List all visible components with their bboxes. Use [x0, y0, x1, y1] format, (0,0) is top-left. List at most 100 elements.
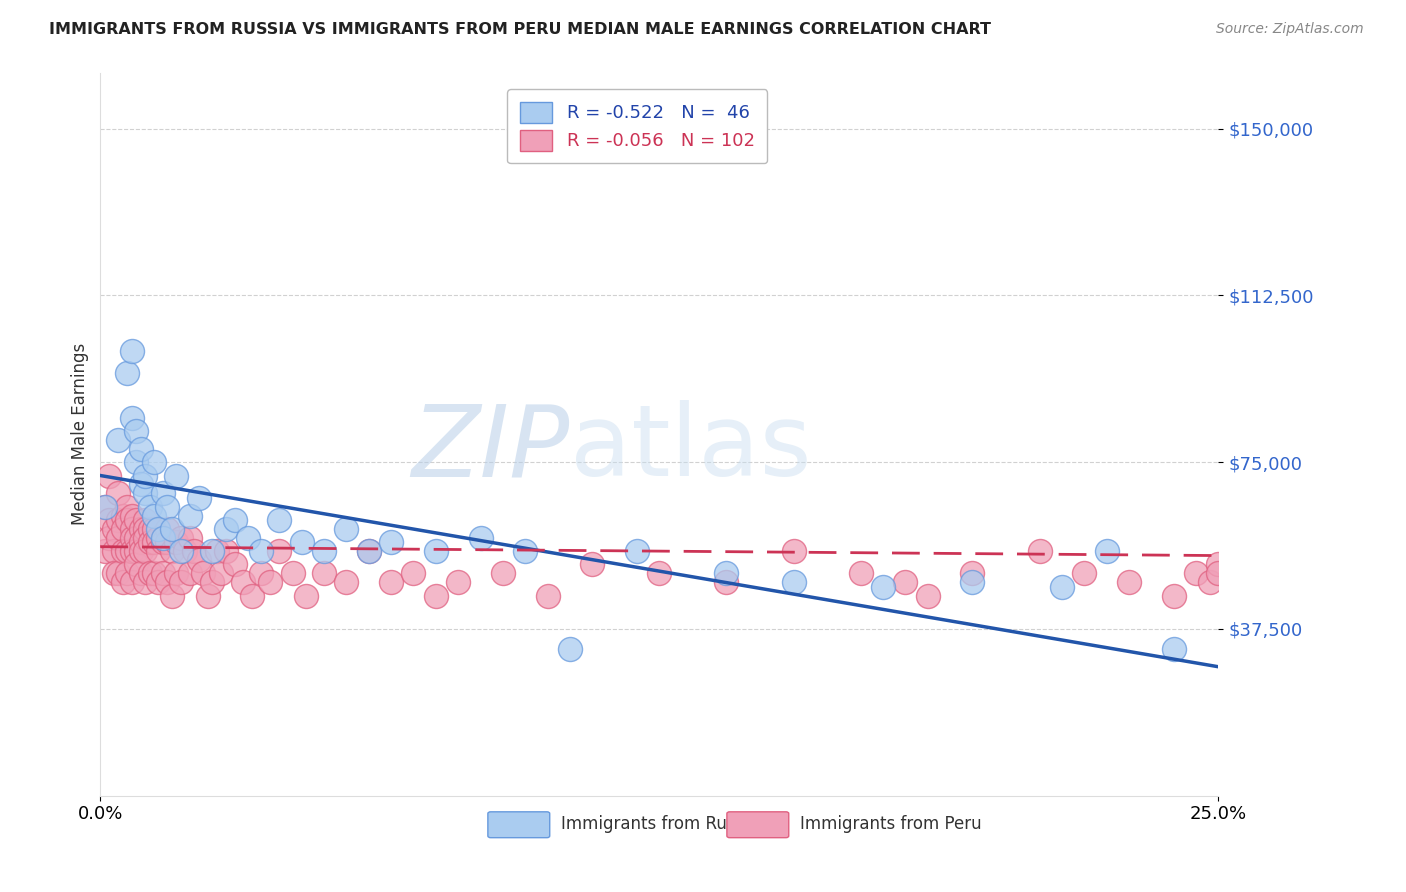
Point [357, 544, 380, 558]
Point [111, 544, 134, 558]
Point [170, 544, 193, 558]
Point [148, 544, 170, 558]
Point [160, 589, 183, 603]
Point [134, 522, 156, 536]
Point [156, 535, 179, 549]
Point [129, 477, 152, 491]
Point [1028, 544, 1050, 558]
Point [103, 544, 125, 558]
Point [558, 642, 581, 657]
Point [380, 535, 402, 549]
Point [224, 513, 246, 527]
Point [165, 535, 187, 549]
Point [134, 468, 156, 483]
Point [121, 343, 143, 358]
Point [121, 508, 143, 523]
Point [187, 553, 209, 567]
Text: atlas: atlas [569, 401, 811, 498]
Point [962, 575, 984, 590]
Point [121, 575, 143, 590]
Point [259, 575, 281, 590]
Point [148, 522, 170, 536]
Point [115, 513, 138, 527]
Point [125, 424, 148, 438]
Point [214, 544, 236, 558]
Point [134, 531, 156, 545]
Point [143, 535, 166, 549]
Point [134, 513, 156, 527]
Point [103, 566, 125, 581]
Point [111, 575, 134, 590]
Point [160, 544, 183, 558]
Point [335, 522, 357, 536]
Point [115, 366, 138, 380]
Point [312, 566, 335, 581]
Point [111, 508, 134, 523]
Point [170, 575, 193, 590]
Point [425, 544, 447, 558]
Point [125, 544, 148, 558]
Point [335, 575, 357, 590]
Point [187, 491, 209, 505]
Point [193, 566, 215, 581]
Point [107, 513, 129, 527]
Point [179, 508, 201, 523]
Point [152, 566, 174, 581]
Point [143, 455, 166, 469]
Point [894, 575, 917, 590]
Point [115, 544, 138, 558]
Point [648, 566, 671, 581]
Point [197, 589, 219, 603]
Point [782, 544, 804, 558]
Text: IMMIGRANTS FROM RUSSIA VS IMMIGRANTS FROM PERU MEDIAN MALE EARNINGS CORRELATION : IMMIGRANTS FROM RUSSIA VS IMMIGRANTS FRO… [49, 22, 991, 37]
Text: Source: ZipAtlas.com: Source: ZipAtlas.com [1216, 22, 1364, 37]
Point [201, 544, 224, 558]
Point [214, 522, 236, 536]
Point [121, 531, 143, 545]
Point [129, 566, 152, 581]
Point [174, 544, 197, 558]
Point [165, 468, 187, 483]
Point [121, 410, 143, 425]
Point [470, 531, 492, 545]
Point [134, 486, 156, 500]
Point [156, 500, 179, 514]
Point [152, 531, 174, 545]
Point [1073, 566, 1095, 581]
Point [250, 566, 273, 581]
Point [115, 566, 138, 581]
Point [115, 500, 138, 514]
Point [224, 558, 246, 572]
Point [134, 544, 156, 558]
Point [125, 455, 148, 469]
Point [425, 589, 447, 603]
Point [170, 531, 193, 545]
Point [121, 522, 143, 536]
Point [515, 544, 537, 558]
Point [1163, 642, 1185, 657]
Point [148, 531, 170, 545]
Point [250, 544, 273, 558]
Point [232, 575, 254, 590]
Text: ZIP: ZIP [412, 401, 569, 498]
Legend: R = -0.522   N =  46, R = -0.056   N = 102: R = -0.522 N = 46, R = -0.056 N = 102 [508, 89, 768, 163]
Point [492, 566, 515, 581]
Y-axis label: Median Male Earnings: Median Male Earnings [72, 343, 89, 525]
Point [1208, 558, 1230, 572]
Point [94, 500, 117, 514]
Point [129, 535, 152, 549]
Point [782, 575, 804, 590]
Point [143, 508, 166, 523]
Point [312, 544, 335, 558]
Point [143, 522, 166, 536]
Point [1050, 580, 1073, 594]
Point [129, 522, 152, 536]
Point [98, 513, 121, 527]
Point [138, 522, 160, 536]
Point [138, 500, 160, 514]
Point [716, 575, 738, 590]
Point [1163, 589, 1185, 603]
Point [357, 544, 380, 558]
Point [236, 531, 259, 545]
Point [98, 468, 121, 483]
